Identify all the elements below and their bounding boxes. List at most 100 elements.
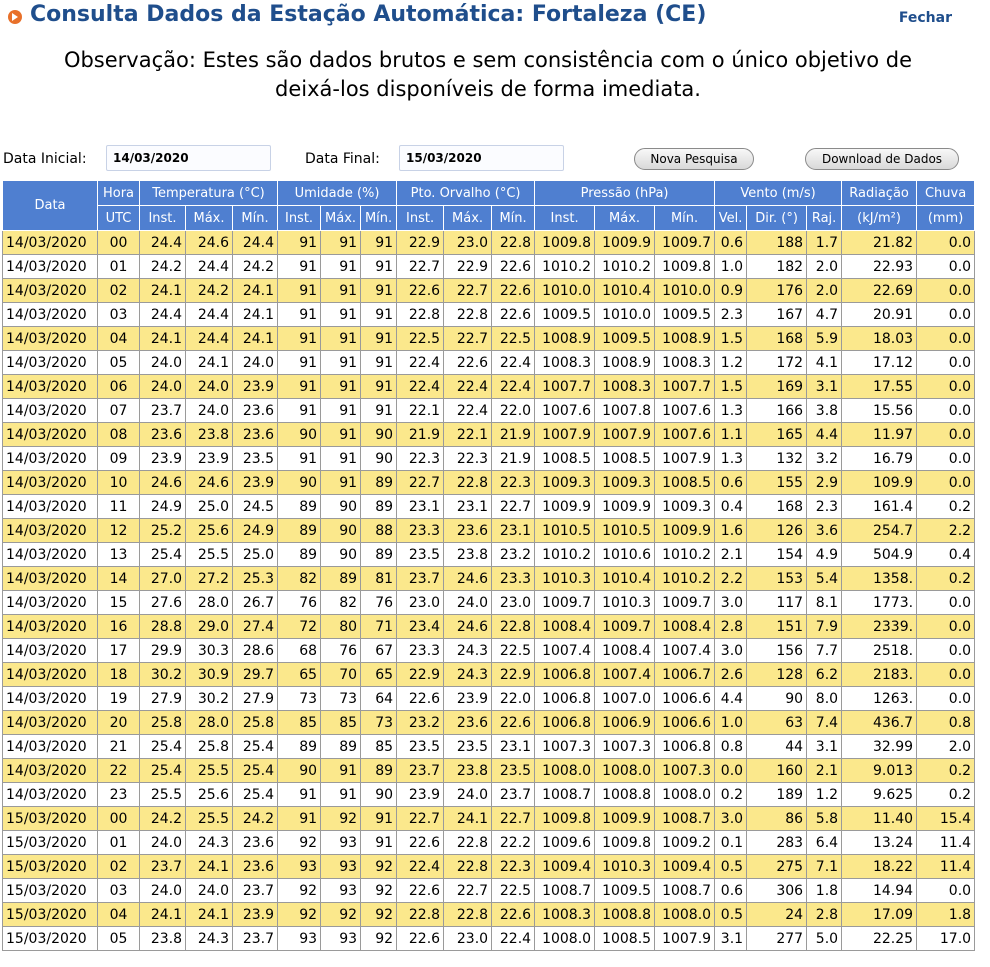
table-cell: 24.2 <box>139 254 186 279</box>
table-cell: 1.3 <box>714 446 748 471</box>
table-cell: 0.5 <box>714 902 748 927</box>
table-cell: 23.5 <box>396 542 445 567</box>
table-cell: 22.5 <box>491 326 536 351</box>
table-cell: 22.6 <box>443 350 493 375</box>
table-cell: 92 <box>277 902 322 927</box>
table-row: 14/03/2020 04 24.1 24.4 24.1 91 91 91 22.5 22.7 22… <box>2 326 976 351</box>
table-cell: 17.09 <box>841 902 918 927</box>
table-cell: 1006.9 <box>594 710 656 735</box>
table-cell: 0.2 <box>916 494 976 519</box>
subheader-vento-vel: Vel. <box>714 205 748 231</box>
table-cell: 1007.3 <box>534 734 596 759</box>
table-cell: 90 <box>277 422 322 447</box>
new-search-button[interactable]: Nova Pesquisa <box>634 148 754 170</box>
table-cell: 3.1 <box>806 734 843 759</box>
subheader-pres-min: Mín. <box>654 205 716 231</box>
table-row: 14/03/2020 23 25.5 25.6 25.4 91 91 90 23.9 24.0 23… <box>2 782 976 807</box>
table-cell: 1007.3 <box>654 758 716 783</box>
close-link[interactable]: Fechar <box>898 10 952 26</box>
table-cell: 86 <box>746 806 808 831</box>
table-cell: 25.2 <box>139 518 186 543</box>
table-cell: 14/03/2020 <box>2 398 98 423</box>
table-cell: 1008.7 <box>534 782 596 807</box>
table-cell: 7.9 <box>806 614 843 639</box>
table-cell: 14/03/2020 <box>2 302 98 327</box>
table-cell: 2.2 <box>916 518 976 543</box>
table-cell: 90 <box>360 782 398 807</box>
table-cell: 1010.6 <box>594 542 656 567</box>
table-cell: 11 <box>97 494 140 519</box>
table-cell: 0.0 <box>916 470 976 495</box>
table-cell: 25.3 <box>231 566 279 591</box>
table-cell: 504.9 <box>841 542 918 567</box>
table-cell: 24.6 <box>443 614 493 639</box>
table-cell: 27.4 <box>231 614 279 639</box>
table-cell: 11.40 <box>841 806 918 831</box>
table-cell: 160 <box>746 758 808 783</box>
table-cell: 19 <box>97 686 140 711</box>
table-cell: 22.8 <box>443 830 493 855</box>
table-cell: 44 <box>746 734 808 759</box>
table-cell: 1007.9 <box>594 422 656 447</box>
table-cell: 14/03/2020 <box>2 638 98 663</box>
table-cell: 24 <box>746 902 808 927</box>
table-cell: 91 <box>320 446 362 471</box>
table-cell: 436.7 <box>841 710 918 735</box>
table-cell: 1008.9 <box>654 326 716 351</box>
table-cell: 22.1 <box>443 422 493 447</box>
table-cell: 15/03/2020 <box>2 926 98 951</box>
table-cell: 91 <box>320 230 362 255</box>
table-cell: 06 <box>97 374 140 399</box>
table-cell: 25.4 <box>139 542 186 567</box>
table-cell: 3.8 <box>806 398 843 423</box>
table-cell: 24.3 <box>185 926 233 951</box>
table-cell: 17.0 <box>916 926 976 951</box>
sub-header-row: UTC Inst. Máx. Mín. Inst. Máx. Mín. Inst… <box>3 205 976 231</box>
table-cell: 22.6 <box>491 902 536 927</box>
subheader-orv-max: Máx. <box>443 205 493 231</box>
table-cell: 2.2 <box>714 566 748 591</box>
table-cell: 22.8 <box>396 902 445 927</box>
table-cell: 1010.3 <box>534 566 596 591</box>
table-cell: 1.6 <box>714 518 748 543</box>
subheader-pres-inst: Inst. <box>534 205 596 231</box>
table-cell: 168 <box>746 494 808 519</box>
table-cell: 93 <box>320 830 362 855</box>
table-cell: 91 <box>277 278 322 303</box>
table-cell: 23.6 <box>443 710 493 735</box>
table-cell: 165 <box>746 422 808 447</box>
table-cell: 126 <box>746 518 808 543</box>
table-cell: 71 <box>360 614 398 639</box>
table-cell: 28.0 <box>185 590 233 615</box>
start-date-input[interactable] <box>106 145 271 171</box>
download-data-button[interactable]: Download de Dados <box>805 148 959 170</box>
table-cell: 92 <box>277 830 322 855</box>
table-cell: 1008.3 <box>534 902 596 927</box>
table-cell: 0.6 <box>714 470 748 495</box>
table-cell: 91 <box>360 278 398 303</box>
table-cell: 89 <box>360 758 398 783</box>
table-cell: 91 <box>320 278 362 303</box>
table-cell: 85 <box>277 710 322 735</box>
table-cell: 22.6 <box>491 254 536 279</box>
table-cell: 22.6 <box>396 926 445 951</box>
header-umidade: Umidade (%) <box>277 180 398 206</box>
subheader-orv-min: Mín. <box>491 205 536 231</box>
table-row: 14/03/2020 18 30.2 30.9 29.7 65 70 65 22.9 24.3 22… <box>2 662 976 687</box>
table-row: 14/03/2020 11 24.9 25.0 24.5 89 90 89 23.1 23.1 22… <box>2 494 976 519</box>
table-cell: 22.7 <box>443 878 493 903</box>
end-date-input[interactable] <box>399 145 564 171</box>
table-cell: 91 <box>320 326 362 351</box>
table-cell: 10 <box>97 470 140 495</box>
table-cell: 80 <box>320 614 362 639</box>
table-cell: 15 <box>97 590 140 615</box>
table-cell: 1008.8 <box>594 902 656 927</box>
table-cell: 4.9 <box>806 542 843 567</box>
table-cell: 128 <box>746 662 808 687</box>
table-cell: 76 <box>277 590 322 615</box>
table-cell: 1.2 <box>806 782 843 807</box>
table-cell: 1008.9 <box>594 350 656 375</box>
table-cell: 91 <box>360 830 398 855</box>
subheader-temp-max: Máx. <box>185 205 233 231</box>
table-cell: 1358. <box>841 566 918 591</box>
